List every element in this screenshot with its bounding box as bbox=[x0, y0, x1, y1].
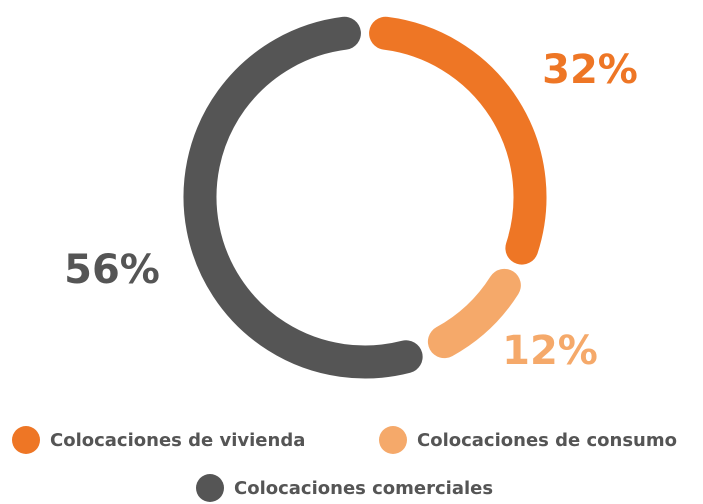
value-label: 56% bbox=[64, 247, 160, 293]
donut-segment bbox=[369, 16, 547, 265]
legend-swatch bbox=[196, 474, 224, 502]
value-label: 32% bbox=[542, 47, 638, 93]
value-label: 12% bbox=[502, 328, 598, 374]
legend-label: Colocaciones comerciales bbox=[234, 478, 493, 499]
legend-label: Colocaciones de consumo bbox=[417, 430, 677, 451]
legend-label: Colocaciones de vivienda bbox=[50, 430, 305, 451]
donut-segment bbox=[183, 16, 423, 379]
legend-swatch bbox=[12, 426, 40, 454]
donut-segment bbox=[427, 268, 521, 359]
legend-swatch bbox=[379, 426, 407, 454]
